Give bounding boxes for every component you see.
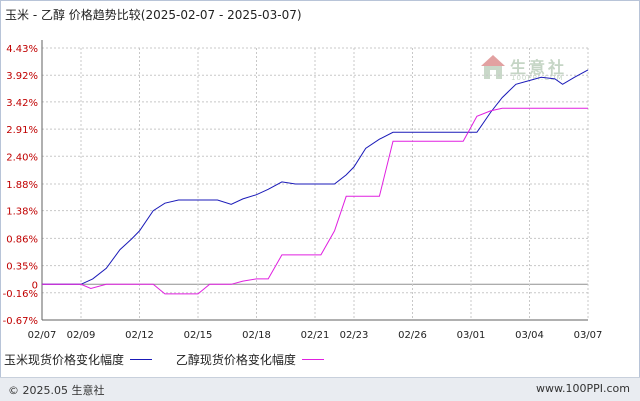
series-line-corn	[42, 69, 589, 285]
y-tick-label: 1.38%	[6, 207, 38, 218]
x-tick-label: 02/15	[184, 330, 213, 341]
y-tick-label: 3.92%	[6, 71, 38, 82]
x-tick-label: 02/07	[28, 330, 57, 341]
line-chart: 4.43% 3.92% 3.42% 2.91% 2.40% 1.88% 1.38% 0.86%…	[3, 40, 603, 341]
x-tick-label: 03/01	[457, 330, 486, 341]
legend-label-corn: 玉米现货价格变化幅度	[4, 353, 125, 367]
x-tick-label: 02/12	[125, 330, 154, 341]
axes	[41, 40, 588, 321]
watermark-text: 生意社	[510, 58, 568, 77]
y-tick-label: -0.67%	[3, 316, 38, 327]
y-tick-label: 2.40%	[6, 152, 38, 163]
legend-swatch-ethanol	[301, 359, 324, 360]
x-tick-label: 02/21	[301, 330, 330, 341]
legend-item-ethanol: 乙醇现货价格变化幅度	[176, 351, 324, 368]
x-tick-label: 03/04	[515, 330, 544, 341]
series-lines	[42, 69, 589, 295]
series-line-ethanol	[42, 107, 588, 295]
y-tick-label: 4.43%	[6, 44, 38, 55]
y-tick-labels: 4.43% 3.92% 3.42% 2.91% 2.40% 1.88% 1.38% 0.86%…	[3, 44, 38, 327]
x-tick-label: 02/09	[67, 330, 96, 341]
footer-bar: © 2025.05 生意社 www.100PPI.com	[0, 377, 640, 401]
y-tick-label: -0.16%	[3, 289, 38, 300]
legend: 玉米现货价格变化幅度 乙醇现货价格变化幅度	[4, 351, 344, 368]
x-tick-labels: 02/07 02/09 02/12 02/15 02/18 02/21 02/23 02/26…	[28, 330, 603, 341]
y-tick-label: 0	[32, 280, 38, 291]
y-tick-label: 2.91%	[6, 125, 38, 136]
legend-swatch-corn	[130, 359, 153, 360]
y-tick-label: 0.35%	[6, 262, 38, 273]
x-tick-label: 03/07	[574, 330, 603, 341]
x-tick-label: 02/26	[398, 330, 427, 341]
chart-title: 玉米 - 乙醇 价格趋势比较(2025-02-07 - 2025-03-07)	[5, 8, 302, 22]
house-icon	[481, 55, 505, 79]
y-tick-label: 1.88%	[6, 180, 38, 191]
y-tick-label: 0.86%	[6, 234, 38, 245]
x-tick-label: 02/18	[242, 330, 271, 341]
legend-item-corn: 玉米现货价格变化幅度	[4, 351, 153, 368]
y-tick-label: 3.42%	[6, 98, 38, 109]
legend-label-ethanol: 乙醇现货价格变化幅度	[175, 353, 296, 367]
site-link[interactable]: www.100PPI.com	[536, 382, 630, 395]
x-tick-label: 02/23	[340, 330, 369, 341]
copyright-text: © 2025.05 生意社	[8, 384, 105, 397]
